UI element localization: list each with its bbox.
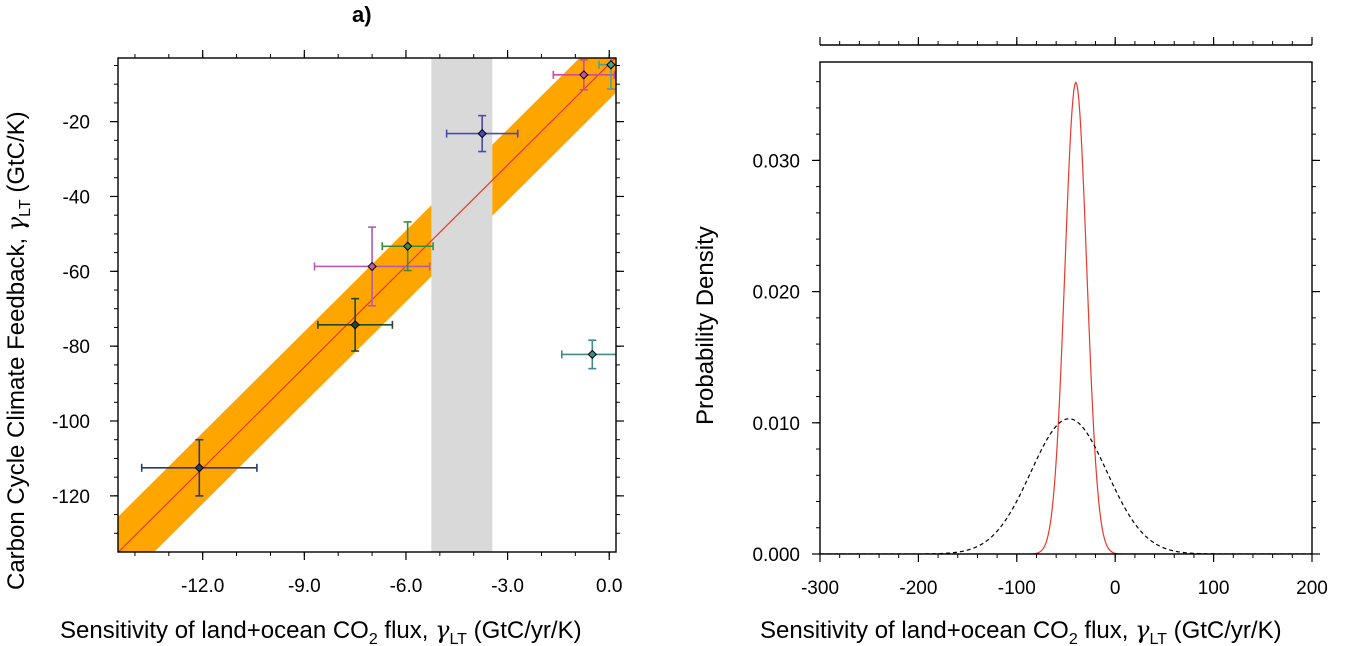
- y-tick-label: -80: [63, 337, 90, 358]
- x-tick-label: 0: [1110, 578, 1121, 599]
- panel-b-plot-area: [820, 81, 1312, 554]
- panel-a-label: a): [352, 2, 372, 27]
- panel-a-ticks: -12.0 -9.0 -6.0 -3.0 0.0 -20 -40 -60 -80 -100 -120: [52, 50, 624, 597]
- x-tick-label: 0.0: [596, 576, 622, 597]
- y-tick-label: 0.000: [752, 545, 800, 566]
- prior-pdf-curve: [820, 418, 1312, 554]
- x-tick-label: -3.0: [491, 576, 524, 597]
- x-tick-label: -12.0: [181, 576, 224, 597]
- x-tick-label: -9.0: [288, 576, 321, 597]
- y-tick-label: -60: [63, 262, 90, 283]
- data-point-marker: [606, 60, 616, 70]
- regression-uncertainty-band-left: [118, 205, 432, 552]
- constrained-pdf-curve: [820, 81, 1312, 554]
- data-point-marker: [402, 241, 413, 251]
- panel-b: -300 -200 -100 0 100 2000.0000.0100.0200.030 …: [692, 37, 1328, 646]
- panel-a-plot-area: [118, 58, 616, 552]
- y-tick-label: -40: [63, 187, 90, 208]
- x-tick-label: 200: [1296, 578, 1328, 599]
- panel-b-xlabel: Sensitivity of land+ocean CO2 flux, γLT …: [760, 616, 1282, 646]
- data-point-marker: [477, 128, 487, 139]
- panel-a-xlabel: Sensitivity of land+ocean CO2 flux, γLT …: [60, 616, 582, 646]
- x-tick-label: -100: [998, 578, 1036, 599]
- model-point-3: [313, 226, 431, 307]
- model-point-4: [381, 221, 434, 272]
- model-point-8: [560, 339, 616, 370]
- data-point-marker: [587, 349, 597, 360]
- panel-b-ylabel: Probability Density: [692, 226, 719, 425]
- model-point-2: [317, 297, 394, 352]
- data-point-marker: [350, 320, 360, 330]
- y-tick-label: -120: [52, 487, 90, 508]
- x-tick-label: 100: [1198, 578, 1230, 599]
- panel-a-ylabel: Carbon Cycle Climate Feedback, γLT (GtC/…: [2, 111, 34, 590]
- x-tick-label: -200: [899, 578, 937, 599]
- model-point-6: [552, 59, 616, 91]
- data-point-marker: [194, 463, 205, 473]
- panel-a-frame: [117, 57, 617, 553]
- panel-b-frame: [819, 61, 1313, 555]
- model-point-1: [140, 438, 258, 497]
- data-point-marker: [579, 70, 589, 80]
- regression-line: [118, 58, 616, 552]
- x-tick-label: -6.0: [390, 576, 423, 597]
- y-tick-label: -100: [52, 412, 90, 433]
- panel-a: a) -12.0 -9.0 -6.0 -3.0 0.0-20-40-60-80-100-…: [2, 2, 624, 646]
- y-tick-label: -20: [63, 113, 90, 134]
- y-tick-label: 0.020: [752, 283, 800, 304]
- x-tick-label: -300: [801, 578, 839, 599]
- model-point-5: [445, 114, 519, 153]
- y-tick-label: 0.030: [752, 151, 800, 172]
- regression-uncertainty-band-right: [492, 58, 616, 216]
- data-point-marker: [367, 261, 377, 272]
- y-tick-label: 0.010: [752, 414, 800, 435]
- model-point-7: [598, 58, 616, 90]
- panel-b-ticks: -300 -200 -100 0 100 200 0.000 0.010 0.020 0.030: [752, 37, 1328, 599]
